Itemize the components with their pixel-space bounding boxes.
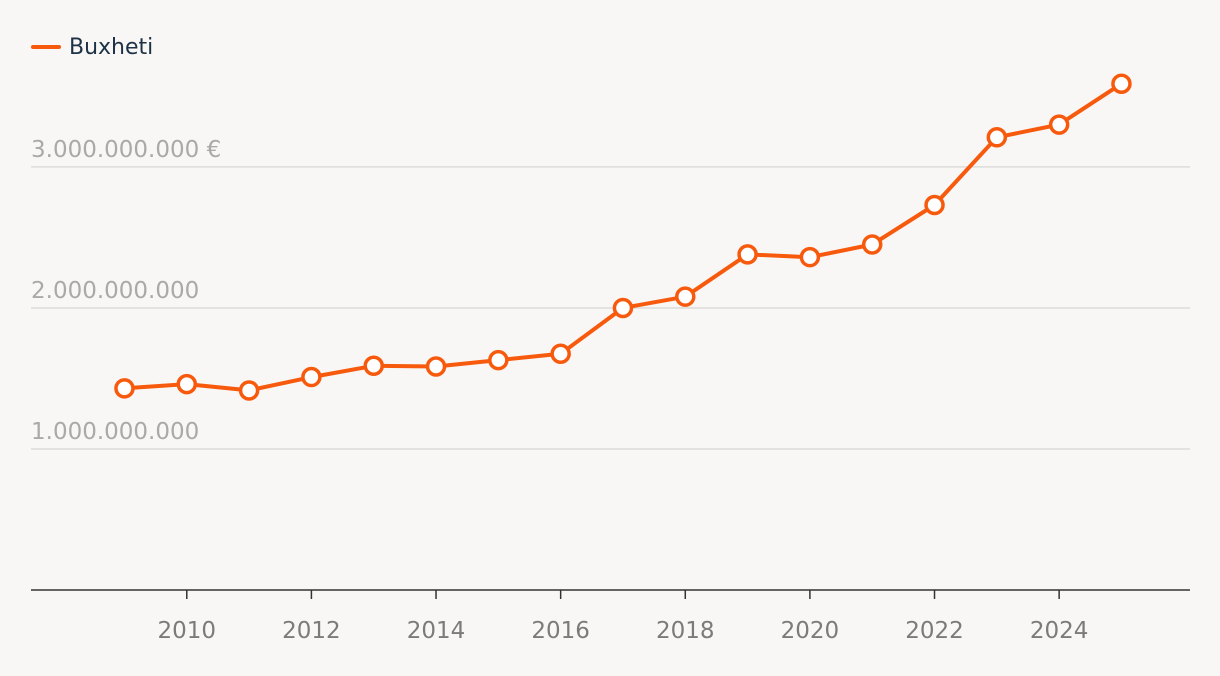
xtick-label-5: 2020 [781, 618, 840, 644]
xtick-label-6: 2022 [905, 618, 964, 644]
data-point-2019 [737, 244, 758, 265]
data-point-2014 [425, 356, 447, 377]
data-point-2025 [1111, 73, 1132, 94]
data-point-2012 [301, 366, 322, 388]
data-point-2024 [1048, 114, 1070, 135]
ytick-label-1: 2.000.000.000 [31, 278, 199, 304]
data-point-2016 [550, 343, 571, 365]
data-point-2020 [799, 246, 821, 268]
series-buxheti [114, 73, 1132, 401]
data-point-2022 [924, 194, 945, 216]
data-point-2023 [986, 127, 1008, 148]
ytick-label-2: 3.000.000.000 € [31, 137, 221, 163]
xtick-label-4: 2018 [656, 618, 715, 644]
data-point-2017 [612, 297, 634, 319]
data-point-2009 [114, 378, 135, 399]
data-point-2015 [488, 349, 509, 371]
series-line-0 [122, 81, 1124, 393]
data-point-2018 [675, 286, 696, 307]
legend-swatch-buxheti [31, 45, 61, 49]
xtick-label-7: 2024 [1030, 618, 1089, 644]
xtick-label-0: 2010 [158, 618, 217, 644]
legend: Buxheti [31, 30, 153, 64]
data-point-2021 [861, 234, 883, 255]
legend-label-buxheti: Buxheti [69, 34, 154, 60]
grid-layer: 1.000.000.000 2.000.000.000 3.000.000.000 … [31, 137, 1190, 450]
data-point-2011 [238, 380, 260, 401]
data-point-2010 [176, 373, 198, 395]
xtick-label-3: 2016 [531, 618, 590, 644]
data-point-2013 [363, 355, 384, 377]
ytick-label-0: 1.000.000.000 [31, 419, 199, 445]
xtick-label-2: 2014 [407, 618, 466, 644]
x-axis: 2010 2012 2014 2016 2018 2020 2022 2024 [31, 589, 1190, 644]
xtick-label-1: 2012 [282, 618, 341, 644]
